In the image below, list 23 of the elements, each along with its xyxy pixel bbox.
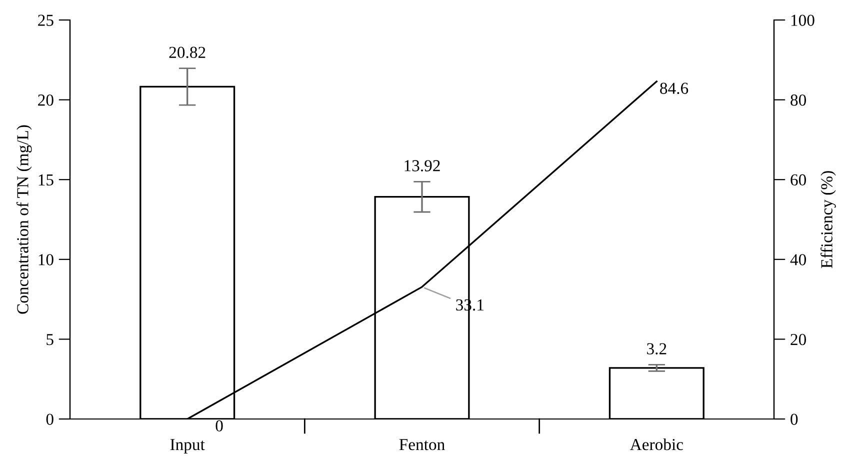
y-tick-label: 0 (46, 414, 54, 425)
data-label: 84.6 (660, 82, 688, 94)
y-tick-label: 25 (38, 14, 54, 26)
x-tick-label: Aerobic (630, 438, 683, 450)
y-axis-title: Concentration of TN (mg/L) (16, 125, 32, 314)
bar (608, 367, 704, 419)
x-tick-label: Input (170, 439, 205, 454)
y2-tick-label: 80 (790, 94, 806, 106)
y2-tick-label: 40 (790, 254, 806, 266)
y2-tick-label: 60 (790, 174, 806, 186)
y-tick-label: 5 (46, 334, 54, 346)
y-tick-label: 10 (38, 254, 54, 266)
x-tick-label: Fenton (399, 439, 445, 450)
y2-axis-title: Efficiency (%) (820, 171, 836, 268)
data-label: 20.82 (169, 46, 206, 58)
y-tick-label: 15 (38, 174, 54, 186)
data-label: 0 (216, 420, 223, 432)
y2-tick-label: 100 (791, 14, 814, 26)
data-label: 13.92 (404, 160, 440, 172)
y-tick-label: 20 (38, 94, 54, 106)
data-label: 3.2 (647, 343, 666, 354)
y2-tick-label: 0 (790, 414, 798, 425)
y2-tick-label: 20 (790, 334, 806, 346)
